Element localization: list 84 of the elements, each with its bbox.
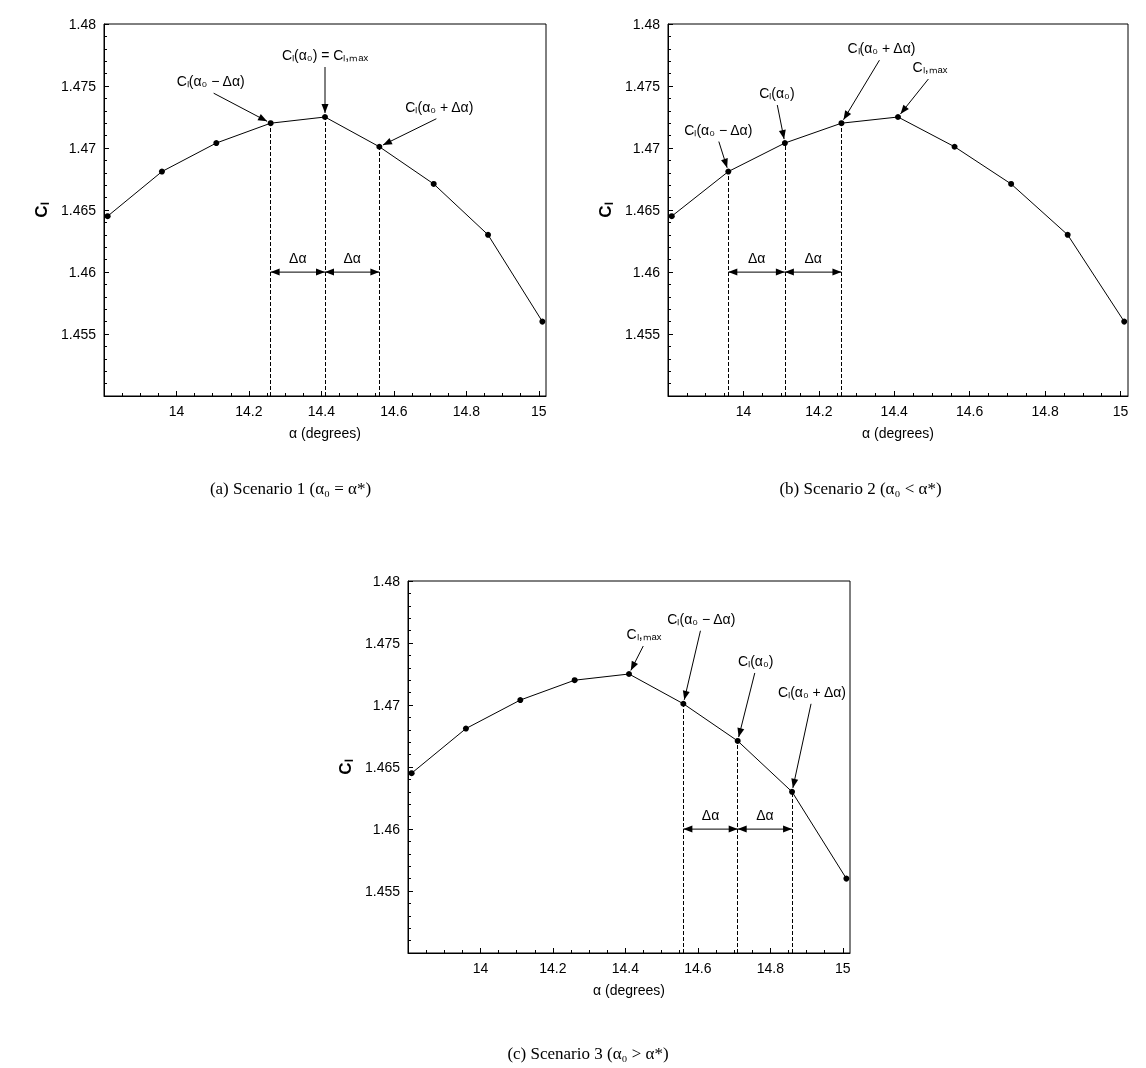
y-tick-label: 1.455	[624, 326, 661, 342]
point	[158, 168, 165, 175]
annotation: Δα	[756, 807, 774, 824]
x-axis-title: α (degrees)	[289, 425, 361, 441]
y-axis-title: Cₗ	[336, 759, 356, 775]
annotation: Cₗ(α₀ − Δα)	[667, 610, 736, 627]
x-tick-label: 14.8	[756, 960, 785, 976]
x-tick-label: 14.6	[380, 403, 408, 419]
text: (c) Scenario 3 (α₀ > α*)	[507, 1043, 669, 1063]
point	[462, 725, 469, 732]
annotation: Cₗ(α₀)	[759, 85, 795, 102]
point	[213, 140, 220, 147]
point	[485, 231, 492, 238]
point	[1008, 180, 1015, 187]
x-tick-label: 14	[735, 403, 752, 419]
annotation: Δα	[343, 250, 361, 267]
point	[322, 114, 328, 120]
y-tick-label: 1.47	[372, 697, 401, 713]
text: (b) Scenario 2 (α₀ < α*)	[779, 478, 942, 498]
annotation: Δα	[701, 807, 720, 824]
y-axis-title: Cₗ	[596, 202, 616, 218]
x-tick-label: 14.4	[611, 960, 640, 976]
point	[104, 213, 111, 220]
point	[430, 180, 437, 187]
y-tick-label: 1.46	[68, 264, 97, 280]
y-tick-label: 1.455	[364, 883, 401, 899]
annotation: Δα	[289, 250, 307, 267]
point	[517, 697, 524, 704]
y-axis-title: Cₗ	[32, 202, 52, 218]
x-tick-label: 14.4	[880, 403, 909, 419]
x-axis-title: α (degrees)	[593, 982, 665, 998]
x-tick-label: 14	[472, 960, 489, 976]
x-tick-label: 14.6	[956, 403, 984, 419]
point	[571, 677, 578, 684]
x-tick-label: 14	[168, 403, 185, 419]
annotation: Cₗ(α₀)	[738, 652, 774, 669]
annotation: Cₗ(α₀ − Δα)	[176, 73, 245, 90]
x-tick-label: 14.4	[307, 403, 336, 419]
annotation: Cₗ(α₀) = Cₗ,ₘₐₓ	[281, 47, 369, 63]
x-tick-label: 15	[1112, 403, 1129, 419]
y-tick-label: 1.47	[68, 140, 97, 156]
x-tick-label: 14.2	[539, 960, 567, 976]
point	[789, 788, 796, 795]
point	[895, 114, 901, 120]
y-tick-label: 1.46	[632, 264, 661, 280]
point	[781, 140, 788, 147]
x-tick-label: 14.8	[452, 403, 481, 419]
annotation: Cₗ,ₘₐₓ	[626, 626, 662, 642]
point	[626, 671, 632, 677]
x-tick-label: 14.6	[684, 960, 712, 976]
y-tick-label: 1.46	[372, 821, 401, 837]
point	[408, 770, 415, 777]
x-tick-label: 15	[530, 403, 547, 419]
y-tick-label: 1.475	[364, 635, 401, 651]
x-tick-label: 14.2	[805, 403, 833, 419]
annotation: Cₗ(α₀ − Δα)	[684, 121, 753, 138]
point	[843, 875, 850, 882]
y-tick-label: 1.48	[372, 573, 401, 589]
y-tick-label: 1.48	[632, 16, 661, 32]
point	[539, 318, 546, 325]
annotation: Cₗ(α₀ + Δα)	[778, 683, 847, 700]
annotation: Cₗ(α₀ + Δα)	[847, 40, 916, 57]
y-tick-label: 1.465	[60, 202, 97, 218]
y-tick-label: 1.465	[624, 202, 661, 218]
x-tick-label: 14.8	[1031, 403, 1059, 419]
x-tick-label: 15	[834, 960, 851, 976]
text: (a) Scenario 1 (α₀ = α*)	[209, 478, 372, 498]
y-tick-label: 1.47	[632, 140, 661, 156]
point	[1064, 231, 1071, 238]
annotation: Cₗ,ₘₐₓ	[912, 59, 948, 75]
y-tick-label: 1.475	[60, 78, 97, 94]
annotation: Cₗ(α₀ + Δα)	[405, 98, 474, 115]
point	[1121, 318, 1128, 325]
y-tick-label: 1.475	[624, 78, 661, 94]
y-tick-label: 1.465	[364, 759, 401, 775]
annotation: Δα	[804, 250, 822, 267]
point	[951, 143, 958, 150]
x-axis-title: α (degrees)	[862, 425, 934, 441]
x-tick-label: 14.2	[235, 403, 263, 419]
y-tick-label: 1.48	[68, 16, 97, 32]
y-tick-label: 1.455	[60, 326, 97, 342]
point	[734, 737, 741, 744]
annotation: Δα	[747, 250, 766, 267]
point	[668, 213, 675, 220]
